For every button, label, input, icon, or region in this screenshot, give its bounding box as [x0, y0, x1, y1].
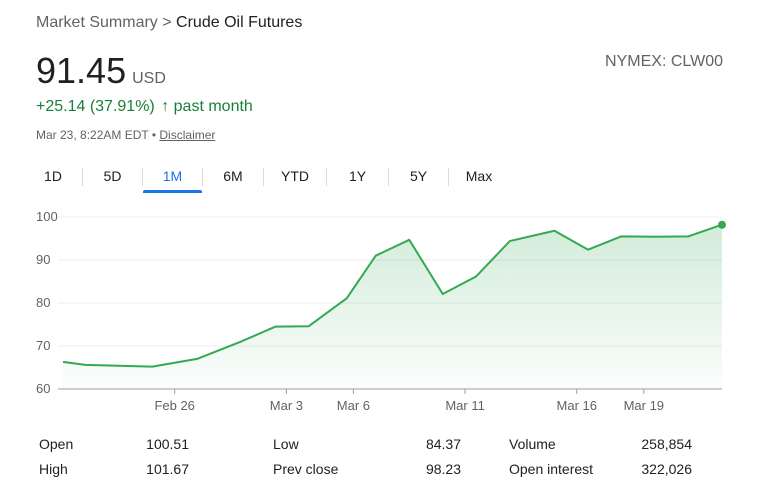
bullet: •	[151, 128, 157, 142]
breadcrumb-separator: >	[162, 14, 172, 31]
price-chart[interactable]: 60 70 80 90 100 Feb 26 Mar 3 Mar 6 Mar 11 Mar 16 M…	[0, 200, 765, 420]
tab-divider	[448, 168, 449, 186]
tab-ytd[interactable]: YTD	[281, 168, 309, 184]
x-tick-label: Mar 19	[624, 398, 664, 413]
timestamp: Mar 23, 8:22AM EDT	[36, 128, 149, 142]
tab-divider	[142, 168, 143, 186]
stat-label-low: Low	[273, 436, 299, 452]
tab-5y[interactable]: 5Y	[409, 168, 428, 184]
stat-label-volume: Volume	[509, 436, 556, 452]
stat-value-open: 100.51	[146, 436, 189, 452]
price-change: +25.14 (37.91%) ↑ past month	[36, 98, 253, 116]
tab-divider	[326, 168, 327, 186]
tab-divider	[82, 168, 83, 186]
y-tick-label: 100	[36, 209, 58, 224]
price-value: 91.45	[36, 50, 127, 91]
x-tick-label: Mar 6	[337, 398, 370, 413]
price-line	[62, 223, 723, 368]
tab-6m[interactable]: 6M	[223, 168, 243, 184]
tab-5d[interactable]: 5D	[103, 168, 122, 184]
tab-max[interactable]: Max	[465, 168, 493, 184]
tab-divider	[263, 168, 264, 186]
stats-table: Open 100.51 High 101.67 Low 84.37 Prev c…	[0, 432, 765, 482]
y-tick-label: 80	[36, 295, 50, 310]
x-tick-label: Mar 3	[270, 398, 303, 413]
tab-divider	[202, 168, 203, 186]
timestamp-row: Mar 23, 8:22AM EDT • Disclaimer	[36, 128, 215, 142]
stat-value-open-interest: 322,026	[641, 461, 692, 477]
stat-label-open: Open	[39, 436, 74, 452]
x-tick-label: Mar 16	[557, 398, 597, 413]
stat-value-high: 101.67	[146, 461, 189, 477]
stat-value-low: 84.37	[425, 436, 461, 452]
x-tick-label: Mar 11	[445, 398, 485, 413]
change-period: past month	[173, 98, 253, 115]
y-tick-label: 90	[36, 252, 50, 267]
change-amount: +25.14 (37.91%)	[36, 98, 155, 115]
stat-label-high: High	[39, 461, 68, 477]
price-currency: USD	[132, 70, 166, 87]
tab-1m[interactable]: 1M	[143, 160, 202, 193]
latest-price-dot	[718, 220, 726, 229]
tab-1y[interactable]: 1Y	[348, 168, 367, 184]
y-tick-label: 70	[36, 338, 50, 353]
breadcrumb-parent[interactable]: Market Summary	[36, 14, 158, 31]
price-area	[63, 224, 722, 389]
ticker-symbol: NYMEX: CLW00	[605, 53, 723, 70]
stat-label-prev-close: Prev close	[273, 461, 339, 477]
tab-1d[interactable]: 1D	[44, 168, 62, 184]
x-tick-label: Feb 26	[154, 398, 194, 413]
stat-value-volume: 258,854	[641, 436, 692, 452]
breadcrumb-current: Crude Oil Futures	[176, 14, 303, 31]
disclaimer-link[interactable]: Disclaimer	[159, 128, 216, 142]
breadcrumb: Market Summary > Crude Oil Futures	[36, 14, 302, 32]
stat-label-open-interest: Open interest	[509, 461, 594, 477]
y-tick-label: 60	[36, 381, 50, 396]
tab-divider	[388, 168, 389, 186]
stat-value-prev-close: 98.23	[425, 461, 461, 477]
arrow-up-icon: ↑	[161, 98, 170, 115]
price-row: 91.45 USD	[36, 50, 166, 92]
